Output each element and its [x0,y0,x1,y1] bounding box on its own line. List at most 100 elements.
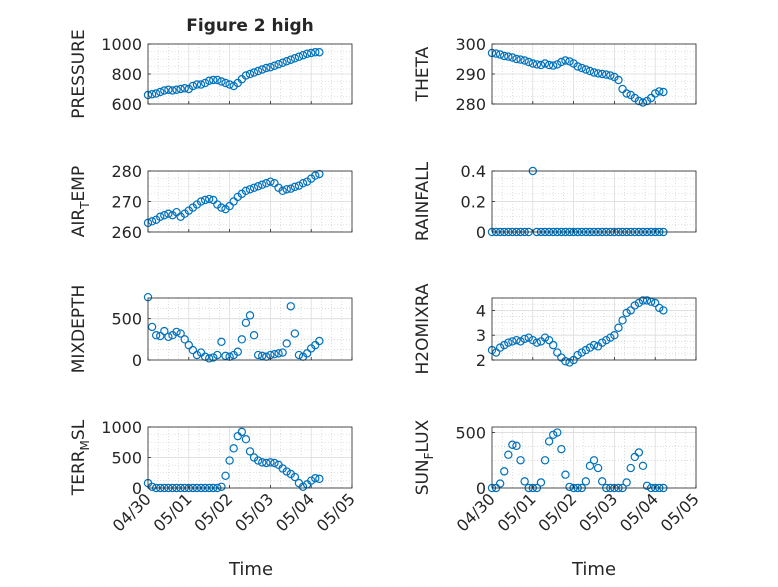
data-point [302,49,312,58]
data-point [512,335,521,345]
data-point [581,345,591,355]
y-axis-label: PRESSURE [69,29,89,118]
subplot-h2omixra: 2 3 4 H2OMIXRA [413,283,697,375]
data-point [626,463,635,473]
subplot-mixdepth: 0 500 MIXDEPTH [69,285,353,373]
data-point [192,350,202,360]
data-point [540,59,550,68]
data-point [553,428,562,437]
data-point [491,348,501,357]
data-point [577,63,586,73]
data-point [245,447,255,456]
data-point [274,349,283,358]
data-point [561,470,570,479]
data-point [311,48,320,57]
data-point [532,338,542,347]
data-point [315,169,324,179]
data-point [266,177,275,186]
data-point [585,343,595,352]
data-point [651,298,660,308]
data-point [156,212,165,221]
data-point [500,340,509,350]
data-point [528,335,538,345]
data-point [225,456,234,465]
y-axis-label: THETA [413,46,433,102]
data-point [221,78,230,88]
data-point [585,66,595,76]
data-point [659,306,668,315]
data-point [290,472,300,482]
data-point [200,195,210,205]
data-point [581,477,591,486]
y-tick-label: 280 [455,95,486,114]
x-tick-label: 05/05 [657,489,703,535]
data-point [561,357,570,366]
data-point [540,333,550,342]
y-tick-label: 0 [132,479,142,498]
axes-box [147,297,353,361]
data-point [151,331,161,340]
data-point [262,63,271,73]
data-point [315,474,324,484]
data-point [237,427,247,437]
data-point [634,448,644,457]
data-point [253,66,263,76]
data-point [638,461,648,471]
data-point [209,75,218,85]
data-point [659,87,668,97]
data-point [172,327,181,337]
data-point [544,335,554,345]
data-point [500,51,509,61]
data-point [286,302,295,311]
data-point [638,98,648,107]
x-tick-label: 05/01 [494,489,540,535]
data-point [266,458,275,467]
data-point [655,303,664,313]
data-point [536,60,546,70]
data-point [634,298,644,308]
data-point [634,96,644,106]
data-point [655,87,664,96]
data-point [217,77,226,86]
data-point [253,350,263,360]
data-point [290,329,300,338]
data-point [516,337,525,346]
data-point [286,55,295,64]
data-point [593,463,603,473]
data-point [298,51,308,60]
data-point [597,338,607,347]
data-point [532,60,542,69]
data-point [200,78,210,88]
data-point [196,80,206,89]
data-point [168,86,177,95]
subplot-rainfall: 0 0.2 0.4 RAINFALL [413,161,697,242]
data-point [188,81,198,91]
data-point [270,458,279,468]
data-point [610,331,619,340]
x-tick-label: 05/04 [272,489,318,535]
data-point [573,62,582,71]
data-point [504,450,513,459]
subplot-terr-msl: 0500100004/3005/0105/0205/0305/0405/05TE… [69,418,359,535]
data-point [516,55,525,64]
data-point [164,209,173,218]
x-axis-label-right: Time [571,559,616,580]
subplot-pressure: 600 800 1000 PRESSURE [69,29,353,119]
data-point [217,482,226,491]
x-tick-label: 05/02 [534,489,580,535]
data-point [290,54,300,63]
data-point [581,65,591,74]
data-point [606,333,615,342]
data-point [286,184,295,193]
data-point [565,482,574,492]
x-tick-label: 05/03 [231,489,277,535]
data-point [172,85,181,94]
data-point [315,336,324,346]
data-point [565,57,574,66]
y-tick-label: 280 [111,162,142,181]
data-point [180,335,189,344]
data-point [274,60,283,69]
data-point [217,337,226,347]
data-point [241,435,251,444]
data-point [156,331,165,341]
